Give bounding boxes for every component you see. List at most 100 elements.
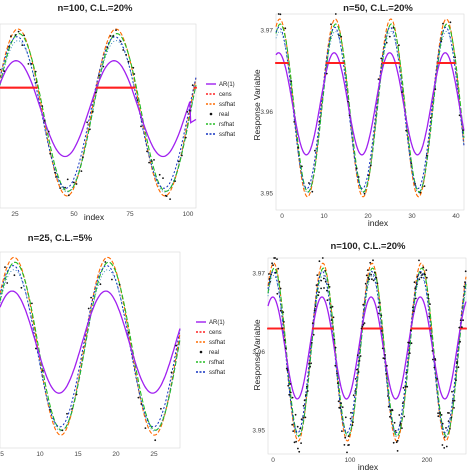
real-point bbox=[358, 360, 361, 362]
real-point bbox=[311, 190, 314, 193]
legend-label: ssfhat bbox=[219, 132, 235, 138]
real-point bbox=[286, 369, 289, 371]
real-point bbox=[7, 46, 10, 48]
real-point bbox=[379, 302, 381, 304]
real-point bbox=[458, 326, 461, 329]
real-point bbox=[49, 408, 51, 411]
real-point bbox=[356, 368, 358, 371]
real-point bbox=[325, 72, 328, 75]
rsfhat-series-line bbox=[275, 18, 465, 198]
real-point bbox=[396, 439, 399, 442]
real-point bbox=[355, 167, 358, 170]
real-point bbox=[21, 44, 24, 46]
real-point bbox=[111, 278, 113, 281]
real-point bbox=[351, 424, 354, 427]
real-point bbox=[91, 110, 94, 113]
real-point bbox=[459, 319, 462, 322]
real-point bbox=[423, 185, 426, 188]
real-point bbox=[451, 390, 453, 393]
real-point bbox=[340, 402, 342, 405]
real-point bbox=[414, 297, 417, 300]
legend-label: ssfhat bbox=[209, 370, 225, 376]
real-point bbox=[354, 390, 357, 392]
real-point bbox=[380, 330, 383, 332]
real-point bbox=[437, 412, 439, 415]
real-point bbox=[434, 359, 437, 361]
x-tick-label: 0 bbox=[280, 213, 284, 220]
real-point bbox=[414, 183, 416, 185]
real-point bbox=[445, 427, 447, 429]
real-point bbox=[106, 46, 109, 49]
real-point bbox=[347, 435, 350, 437]
real-point bbox=[310, 341, 313, 344]
real-point bbox=[277, 267, 280, 270]
legend-swatch bbox=[199, 350, 203, 354]
real-point bbox=[340, 35, 343, 38]
real-point bbox=[136, 99, 139, 101]
legend: AR(1) cens ssfhat real rsfhat ssfhat bbox=[206, 82, 235, 138]
real-point bbox=[424, 273, 426, 276]
real-point bbox=[431, 350, 434, 352]
real-point bbox=[427, 293, 430, 296]
real-point bbox=[86, 121, 88, 124]
real-point bbox=[439, 412, 441, 414]
legend-label: cens bbox=[219, 92, 232, 98]
panel-2-xlabel: index bbox=[368, 218, 389, 228]
real-point bbox=[14, 34, 17, 36]
real-point bbox=[442, 22, 444, 25]
real-point bbox=[302, 404, 305, 407]
real-point bbox=[383, 357, 386, 360]
real-point bbox=[0, 68, 1, 71]
real-point bbox=[419, 271, 422, 274]
real-point bbox=[146, 150, 148, 153]
x-tick-label: 10 bbox=[36, 451, 44, 458]
real-point bbox=[359, 355, 362, 357]
real-point bbox=[321, 257, 324, 259]
real-point bbox=[299, 427, 302, 430]
real-point bbox=[290, 80, 293, 82]
real-point bbox=[357, 371, 360, 373]
real-point bbox=[153, 159, 155, 161]
real-point bbox=[89, 128, 91, 131]
real-point bbox=[67, 194, 70, 197]
real-point bbox=[362, 323, 365, 326]
real-point bbox=[324, 280, 327, 283]
real-point bbox=[344, 416, 347, 419]
x-tick-label: 40 bbox=[452, 213, 460, 220]
real-point bbox=[90, 296, 92, 299]
real-point bbox=[279, 309, 282, 312]
real-point bbox=[3, 70, 6, 73]
real-point bbox=[66, 178, 69, 181]
ar1-series-line bbox=[275, 52, 465, 156]
green-series-line bbox=[267, 267, 467, 437]
real-point bbox=[300, 442, 302, 444]
y-tick-label: 3.96 bbox=[252, 349, 265, 356]
real-point bbox=[30, 63, 33, 65]
real-point bbox=[329, 306, 332, 309]
real-point bbox=[125, 53, 127, 56]
real-point bbox=[440, 414, 443, 416]
y-tick-label: 3.96 bbox=[260, 109, 273, 116]
real-point bbox=[454, 56, 456, 59]
real-point bbox=[328, 286, 331, 288]
real-point bbox=[366, 269, 369, 271]
real-point bbox=[318, 291, 320, 294]
aux-series-line bbox=[267, 275, 467, 438]
real-point bbox=[318, 120, 321, 123]
real-point bbox=[308, 182, 310, 184]
real-point bbox=[464, 270, 467, 273]
real-point bbox=[314, 305, 317, 308]
real-point bbox=[331, 305, 334, 308]
real-point bbox=[402, 386, 405, 389]
real-point bbox=[72, 181, 75, 184]
real-point bbox=[421, 274, 423, 276]
real-point bbox=[162, 177, 164, 180]
real-point bbox=[268, 273, 270, 275]
real-point bbox=[403, 415, 406, 418]
real-point bbox=[380, 57, 383, 60]
real-point bbox=[336, 382, 339, 385]
real-point bbox=[327, 283, 330, 286]
real-point bbox=[301, 165, 303, 168]
real-point bbox=[191, 84, 194, 87]
cens-mark bbox=[453, 62, 456, 64]
